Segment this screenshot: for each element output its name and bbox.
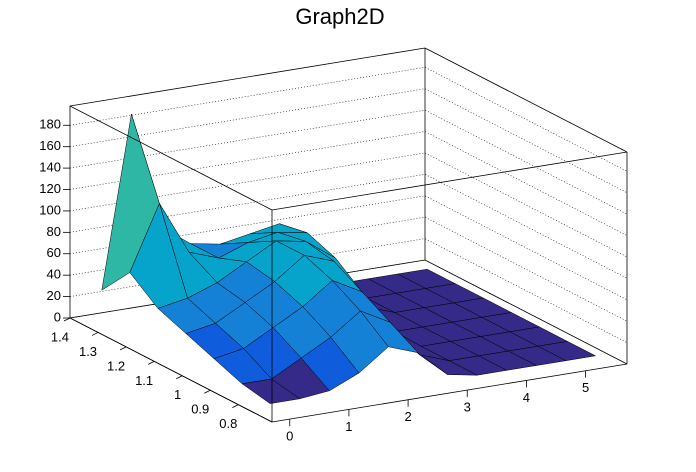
x-tick-label: 3 (464, 400, 471, 415)
z-tick-label: 40 (47, 267, 61, 282)
axis-line (271, 363, 628, 423)
z-tick-label: 160 (39, 138, 61, 153)
z-tick-label: 100 (39, 202, 61, 217)
box-edge (271, 151, 628, 211)
y-tick-label: 1.1 (135, 373, 153, 388)
y-tick (63, 317, 71, 322)
y-tick (147, 360, 155, 365)
y-tick-label: 0.9 (191, 402, 209, 417)
y-tick-label: 1 (174, 387, 181, 402)
chart-title: Graph2D (295, 4, 384, 29)
y-tick (176, 375, 183, 380)
box-edge (69, 105, 273, 211)
x-tick-label: 1 (345, 419, 352, 434)
x-tick-label: 2 (404, 409, 411, 424)
z-tick-label: 20 (47, 288, 61, 303)
y-tick-label: 1.4 (51, 329, 69, 344)
z-tick-label: 140 (39, 160, 61, 175)
z-tick-label: 0 (54, 309, 61, 324)
y-tick-label: 0.8 (219, 416, 237, 431)
x-tick-label: 4 (523, 390, 530, 405)
box-edge (69, 47, 426, 107)
box-edge (424, 47, 628, 153)
z-tick-label: 80 (47, 224, 61, 239)
y-tick-label: 1.2 (107, 358, 125, 373)
y-tick (204, 389, 211, 394)
y-tick (119, 346, 127, 351)
y-tick (232, 404, 239, 409)
z-tick-label: 60 (47, 245, 61, 260)
z-tick-label: 180 (39, 117, 61, 132)
x-tick-label: 0 (286, 429, 293, 444)
y-tick (91, 332, 99, 336)
z-tick-label: 120 (39, 181, 61, 196)
x-tick-label: 5 (582, 380, 589, 395)
y-tick-label: 1.3 (79, 344, 97, 359)
